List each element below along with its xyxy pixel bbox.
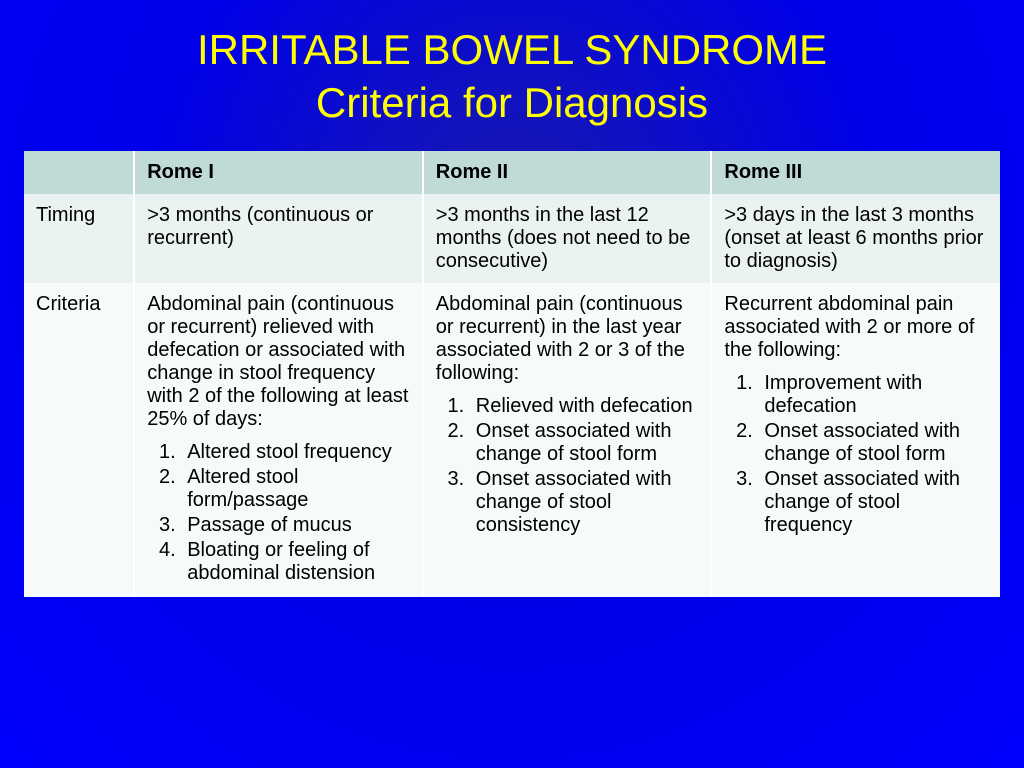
criteria-list: Relieved with defecation Onset associate… [436,395,699,537]
header-rome2: Rome II [423,151,712,194]
list-item: Altered stool form/passage [181,466,410,512]
title-line-1: IRRITABLE BOWEL SYNDROME [24,24,1000,77]
criteria-list: Altered stool frequency Altered stool fo… [147,441,410,585]
header-rome1: Rome I [134,151,423,194]
criteria-intro: Recurrent abdominal pain associated with… [724,293,988,362]
list-item: Onset associated with change of stool fo… [470,420,699,466]
title-line-2: Criteria for Diagnosis [24,77,1000,130]
slide-title: IRRITABLE BOWEL SYNDROME Criteria for Di… [24,24,1000,129]
list-item: Relieved with defecation [470,395,699,418]
timing-rome2: >3 months in the last 12 months (does no… [423,194,712,283]
header-rome3: Rome III [711,151,1000,194]
timing-rome3: >3 days in the last 3 months (onset at l… [711,194,1000,283]
list-item: Bloating or feeling of abdominal distens… [181,539,410,585]
header-blank [24,151,134,194]
criteria-rome2: Abdominal pain (continuous or recurrent)… [423,283,712,597]
slide: IRRITABLE BOWEL SYNDROME Criteria for Di… [0,0,1024,768]
timing-rome1: >3 months (continuous or recurrent) [134,194,423,283]
criteria-rome3: Recurrent abdominal pain associated with… [711,283,1000,597]
table-header-row: Rome I Rome II Rome III [24,151,1000,194]
criteria-intro: Abdominal pain (continuous or recurrent)… [147,293,410,431]
list-item: Onset associated with change of stool fr… [758,468,988,537]
row-label-criteria: Criteria [24,283,134,597]
list-item: Altered stool frequency [181,441,410,464]
list-item: Passage of mucus [181,514,410,537]
list-item: Improvement with defecation [758,372,988,418]
table-row: Timing >3 months (continuous or recurren… [24,194,1000,283]
criteria-table: Rome I Rome II Rome III Timing >3 months… [24,151,1000,597]
table-row: Criteria Abdominal pain (continuous or r… [24,283,1000,597]
criteria-list: Improvement with defecation Onset associ… [724,372,988,537]
criteria-rome1: Abdominal pain (continuous or recurrent)… [134,283,423,597]
criteria-intro: Abdominal pain (continuous or recurrent)… [436,293,699,385]
list-item: Onset associated with change of stool co… [470,468,699,537]
row-label-timing: Timing [24,194,134,283]
list-item: Onset associated with change of stool fo… [758,420,988,466]
